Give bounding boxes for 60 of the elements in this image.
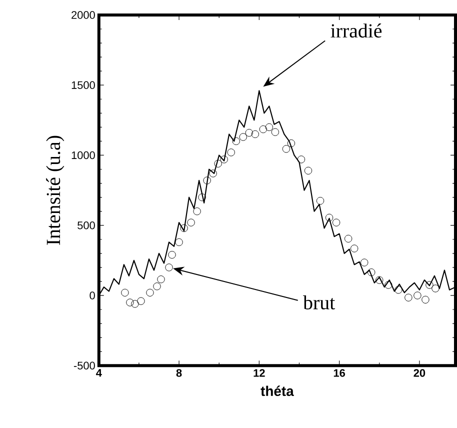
point (153, 282, 161, 290)
point (384, 281, 392, 290)
series-label: brut (303, 296, 336, 310)
point (121, 289, 129, 297)
point (282, 145, 290, 153)
point (422, 296, 430, 304)
x-tick-label: 4 (96, 369, 102, 377)
point (394, 286, 402, 294)
point (198, 194, 206, 202)
point (245, 129, 253, 137)
point (271, 128, 280, 136)
point (131, 300, 139, 308)
point (297, 156, 306, 164)
y-axis-title: Intensité (u.a) (46, 136, 64, 246)
legend-label: irradié (330, 24, 382, 38)
x-tick-label: 8 (176, 369, 182, 378)
point (287, 140, 296, 148)
point (187, 218, 195, 227)
point (239, 133, 247, 142)
y-tick-label: 2000 (72, 11, 95, 20)
point (344, 235, 352, 243)
point (404, 294, 412, 302)
y-tick-label: 1000 (72, 152, 95, 160)
point (209, 170, 217, 178)
point (137, 297, 145, 306)
point (232, 138, 240, 146)
point (251, 130, 259, 138)
point (146, 289, 154, 297)
point (203, 176, 211, 185)
point (368, 268, 376, 276)
point (360, 258, 368, 267)
y-tick-label: 1500 (72, 81, 95, 90)
y-tick-label: -500 (74, 362, 95, 370)
point (180, 224, 188, 232)
x-tick-label: 12 (254, 369, 265, 377)
point (350, 244, 358, 253)
point (157, 276, 165, 284)
point (376, 276, 384, 284)
point (332, 218, 340, 227)
point (175, 238, 183, 246)
point (316, 197, 324, 205)
point (304, 167, 312, 175)
point (414, 292, 422, 300)
x-axis-title: théta (260, 386, 294, 396)
point (214, 160, 222, 168)
point (220, 156, 228, 164)
point (193, 208, 201, 216)
point (165, 264, 173, 272)
point (259, 126, 268, 134)
point (426, 281, 434, 290)
point (265, 124, 274, 132)
y-tick-label: 0 (90, 292, 95, 300)
x-tick-label: 20 (414, 369, 426, 378)
point (432, 284, 440, 293)
point (168, 251, 176, 259)
x-tick-label: 16 (334, 369, 346, 378)
point (227, 148, 235, 156)
point (325, 214, 334, 222)
y-tick-label: 500 (78, 222, 95, 230)
point (126, 298, 134, 307)
